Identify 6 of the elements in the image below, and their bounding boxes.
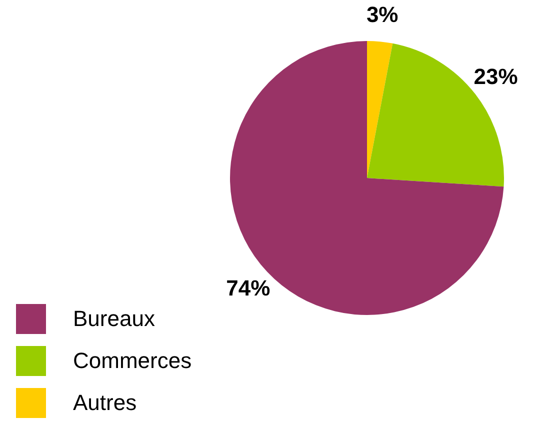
legend-label: Bureaux <box>73 306 155 332</box>
data-label: 3% <box>366 2 398 27</box>
legend-label: Autres <box>73 390 137 416</box>
data-label: 23% <box>474 64 518 90</box>
data-label: 74% <box>226 276 270 301</box>
legend-label: Commerces <box>73 348 192 374</box>
